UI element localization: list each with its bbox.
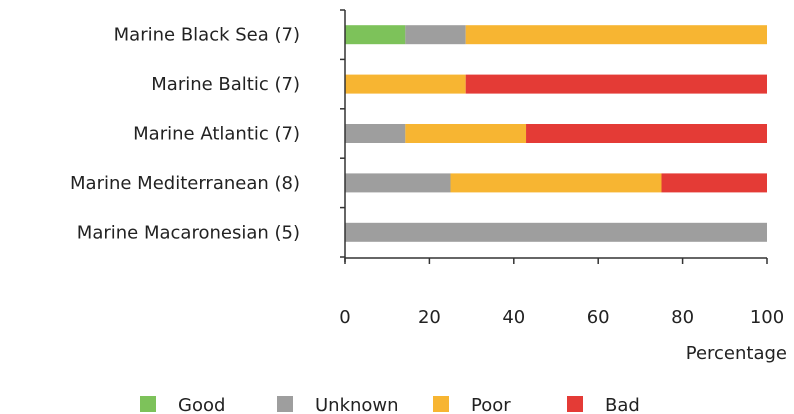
legend-swatch-poor: [433, 396, 449, 412]
category-labels: Marine Black Sea (7) Marine Baltic (7) Mar…: [70, 25, 300, 244]
bars: [345, 25, 767, 242]
x-axis-ticks: [344, 258, 768, 264]
x-tick-label: 0: [339, 307, 350, 328]
axes: [340, 9, 768, 264]
legend-swatch-unknown: [277, 396, 293, 412]
legend-swatch-bad: [567, 396, 583, 412]
y-axis-ticks: [340, 9, 345, 258]
bar-segment-poor: [345, 74, 466, 94]
legend-label-poor: Poor: [471, 395, 511, 414]
legend-swatch-good: [140, 396, 156, 412]
legend-label-good: Good: [178, 395, 225, 414]
x-axis-title: Percentage: [686, 343, 787, 364]
bar-segment-poor: [465, 25, 767, 45]
bar-segment-unknown: [405, 25, 466, 45]
bar-segment-bad: [661, 173, 767, 193]
legend-label-bad: Bad: [605, 395, 640, 414]
category-label: Marine Black Sea (7): [114, 25, 300, 46]
bar-segment-bad: [526, 124, 767, 143]
x-tick-labels: 0 20 40 60 80 100: [339, 307, 784, 328]
category-label: Marine Macaronesian (5): [77, 222, 300, 243]
x-tick-label: 40: [502, 307, 525, 328]
x-tick-label: 20: [418, 307, 441, 328]
category-label: Marine Baltic (7): [151, 74, 300, 95]
category-label: Marine Atlantic (7): [133, 124, 300, 145]
x-tick-label: 80: [671, 307, 694, 328]
x-tick-label: 100: [750, 307, 784, 328]
legend: Good Unknown Poor Bad: [140, 395, 640, 414]
bar-segment-bad: [465, 74, 767, 94]
bar-segment-good: [345, 25, 406, 45]
legend-label-unknown: Unknown: [315, 395, 399, 414]
bar-segment-unknown: [345, 173, 451, 193]
x-tick-label: 60: [587, 307, 610, 328]
bar-segment-poor: [450, 173, 662, 193]
bar-segment-poor: [405, 124, 527, 143]
bar-segment-unknown: [345, 222, 767, 242]
bar-segment-unknown: [345, 124, 406, 143]
category-label: Marine Mediterranean (8): [70, 173, 300, 194]
